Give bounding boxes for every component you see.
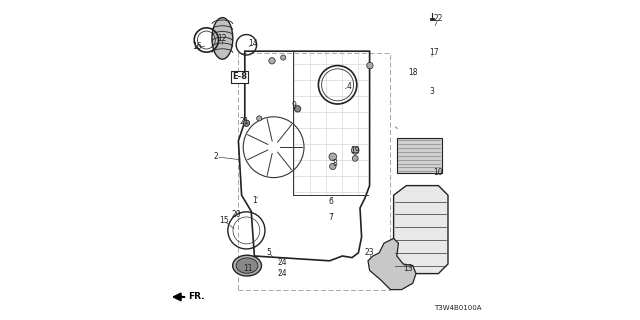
Polygon shape xyxy=(394,186,448,274)
Circle shape xyxy=(269,58,275,64)
Circle shape xyxy=(294,106,301,112)
Circle shape xyxy=(243,120,250,126)
Circle shape xyxy=(351,147,359,154)
Text: E-8: E-8 xyxy=(232,72,247,81)
Text: 18: 18 xyxy=(408,68,417,76)
Bar xyxy=(239,53,390,290)
Text: 12: 12 xyxy=(218,34,227,43)
Circle shape xyxy=(367,62,373,69)
Text: 3: 3 xyxy=(429,87,435,96)
Text: 9: 9 xyxy=(292,101,297,110)
Text: 23: 23 xyxy=(365,248,374,257)
Circle shape xyxy=(330,163,336,170)
Ellipse shape xyxy=(236,258,258,273)
Text: 20: 20 xyxy=(231,210,241,219)
Text: 21: 21 xyxy=(239,117,248,126)
Text: 2: 2 xyxy=(214,152,218,161)
Text: 13: 13 xyxy=(403,264,413,273)
Text: 15: 15 xyxy=(219,216,229,225)
Text: 17: 17 xyxy=(429,48,438,57)
Text: 1: 1 xyxy=(252,196,257,204)
Circle shape xyxy=(257,116,262,121)
Text: 7: 7 xyxy=(329,213,333,222)
Circle shape xyxy=(352,156,358,161)
Text: 24: 24 xyxy=(277,258,287,267)
Polygon shape xyxy=(368,238,416,290)
Ellipse shape xyxy=(212,18,233,59)
Text: FR.: FR. xyxy=(188,292,205,301)
Text: 6: 6 xyxy=(329,197,333,206)
Text: 19: 19 xyxy=(350,146,360,155)
Bar xyxy=(397,138,442,173)
Circle shape xyxy=(329,153,337,161)
Ellipse shape xyxy=(233,255,262,276)
Text: 11: 11 xyxy=(243,264,253,273)
Text: 10: 10 xyxy=(433,168,444,177)
Text: 24: 24 xyxy=(277,269,287,278)
Text: 4: 4 xyxy=(346,82,351,91)
Text: 16: 16 xyxy=(192,42,202,51)
Text: 14: 14 xyxy=(248,39,258,48)
Text: 22: 22 xyxy=(434,14,443,23)
Text: 5: 5 xyxy=(266,248,271,257)
Text: 8: 8 xyxy=(332,159,337,168)
Circle shape xyxy=(280,55,285,60)
Text: T3W4B0100A: T3W4B0100A xyxy=(434,305,481,311)
